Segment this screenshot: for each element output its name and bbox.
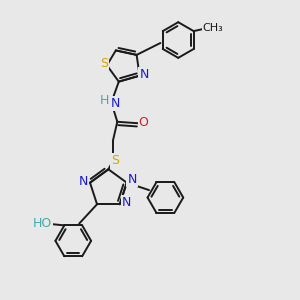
Text: CH₃: CH₃	[202, 22, 224, 32]
Text: H: H	[100, 94, 110, 106]
Text: N: N	[79, 175, 88, 188]
Text: N: N	[140, 68, 149, 81]
Text: N: N	[128, 172, 137, 186]
Text: N: N	[122, 196, 131, 209]
Text: HO: HO	[32, 218, 52, 230]
Text: O: O	[139, 116, 148, 129]
Text: N: N	[111, 97, 120, 110]
Text: S: S	[100, 57, 108, 70]
Text: S: S	[111, 154, 119, 167]
